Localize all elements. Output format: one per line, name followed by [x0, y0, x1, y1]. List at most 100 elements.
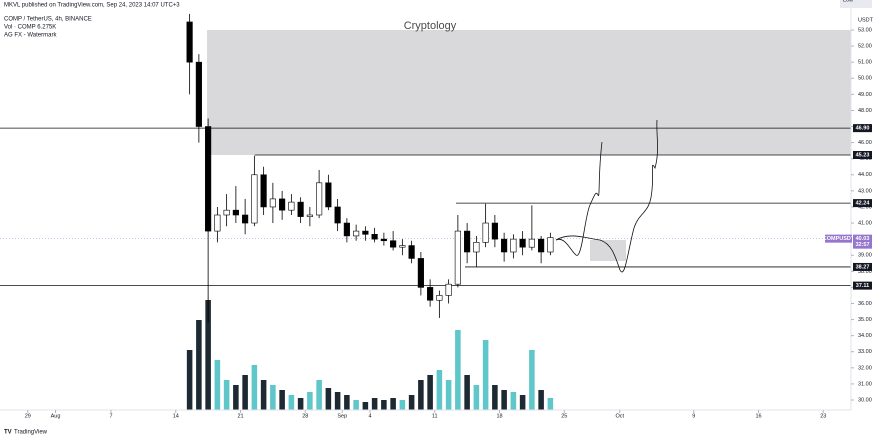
x-tick-label: Oct — [615, 413, 624, 419]
level-label: 37.11 — [856, 283, 869, 289]
candle-body — [510, 238, 517, 253]
x-tick-label: 18 — [496, 413, 502, 419]
x-tick-label: 23 — [820, 413, 826, 419]
y-tick-label: 48.00 — [858, 108, 872, 114]
x-tick-label: 9 — [692, 413, 695, 419]
price-tag — [853, 234, 872, 249]
low-tag — [840, 0, 872, 8]
candle-body — [454, 230, 461, 285]
level-tag — [853, 281, 872, 290]
y-tick-label: 43.00 — [858, 188, 872, 194]
y-tick-label: 50.00 — [858, 76, 872, 82]
candle-body — [306, 214, 313, 217]
volume-bar — [501, 390, 507, 410]
y-tick-label: 42.00 — [858, 204, 872, 210]
zones — [207, 30, 851, 261]
y-tick-label: 35.00 — [858, 317, 872, 323]
level-tag — [853, 150, 872, 159]
candle-body — [288, 201, 295, 211]
levels — [0, 127, 851, 287]
level-label: 46.90 — [856, 126, 870, 132]
last-price-label: 40.03 — [856, 236, 870, 242]
volume-pane — [186, 300, 554, 410]
candle-body — [390, 240, 397, 248]
volume-bar — [297, 398, 304, 410]
volume-bar — [390, 398, 396, 410]
candle-body — [186, 21, 193, 63]
candle-body — [417, 258, 424, 288]
level-tag — [853, 199, 872, 208]
candle-body — [362, 230, 369, 235]
y-tick-label: 46.00 — [858, 140, 872, 146]
candle-body — [251, 174, 258, 224]
volume-bar — [270, 385, 276, 410]
candle-body — [528, 238, 535, 248]
x-tick-label: 21 — [237, 413, 243, 419]
publisher: MKVL published on TradingView.com, Sep 2… — [4, 3, 180, 9]
x-tick-label: Sep — [337, 413, 347, 419]
candle-body — [269, 198, 276, 208]
x-tick-label: 7 — [109, 413, 112, 419]
level-label: 38.27 — [856, 264, 870, 270]
volume-bar — [519, 395, 526, 410]
volume-bar — [529, 350, 535, 410]
candle-body — [223, 209, 230, 216]
volume-bar — [436, 370, 443, 410]
volume-bar — [482, 340, 489, 410]
y-tick-label: 39.00 — [858, 253, 872, 259]
volume-bar — [381, 400, 387, 410]
x-tick-label: Aug — [51, 413, 61, 419]
volume-bar — [344, 395, 350, 410]
y-tick-label: 51.00 — [858, 60, 872, 66]
candle-body — [232, 209, 239, 216]
volume-bar — [408, 395, 415, 410]
supply-zone — [207, 30, 851, 155]
candle-body — [408, 245, 415, 259]
y-tick-label: 49.00 — [858, 92, 872, 98]
symbol-title: COMP / TetherUS, 4h, BINANCE — [4, 17, 92, 23]
x-tick-label: 4 — [368, 413, 371, 419]
candle-body — [501, 238, 508, 253]
volume-bar — [362, 402, 369, 410]
candle-body — [519, 238, 526, 248]
footer: TradingView — [14, 430, 48, 436]
candle-body — [260, 174, 267, 208]
candle-body — [547, 237, 554, 253]
projection-path — [555, 119, 658, 273]
y-tick-label: 38.00 — [858, 269, 872, 275]
candle-body — [316, 182, 323, 216]
x-tick-label: 29 — [25, 413, 31, 419]
candle-body — [436, 295, 443, 301]
footer-logo: TV — [4, 430, 12, 436]
volume-bar — [251, 365, 258, 410]
volume-bar — [316, 380, 322, 410]
volume-bar — [371, 398, 378, 410]
volume-bar — [196, 320, 202, 410]
volume-label: Vol · COMP 6.275K — [4, 25, 56, 31]
candle-body — [214, 214, 221, 232]
level-label: 42.24 — [856, 201, 871, 207]
volume-bar — [279, 390, 285, 410]
demand-zone — [590, 240, 626, 261]
y-tick-label: 45.00 — [858, 156, 872, 162]
candles — [186, 13, 554, 323]
candle-body — [343, 222, 350, 237]
indicator-label: AG FX - Watermark — [4, 33, 57, 39]
volume-bar — [464, 375, 470, 410]
currency: USDT — [858, 17, 874, 23]
volume-bar — [427, 375, 433, 410]
volume-bar — [547, 398, 554, 410]
volume-bar — [510, 392, 517, 410]
level-label: 45.23 — [856, 152, 870, 158]
candle-body — [297, 201, 304, 217]
candle-body — [399, 245, 406, 248]
candle-body — [242, 214, 249, 224]
candle-body — [353, 230, 360, 237]
y-tick-label: 34.00 — [858, 333, 872, 339]
candle-body — [380, 238, 387, 242]
symbol-tag — [825, 234, 852, 243]
y-tick-label: 31.00 — [858, 381, 872, 387]
volume-bar — [288, 395, 295, 410]
volume-bar — [399, 400, 406, 410]
